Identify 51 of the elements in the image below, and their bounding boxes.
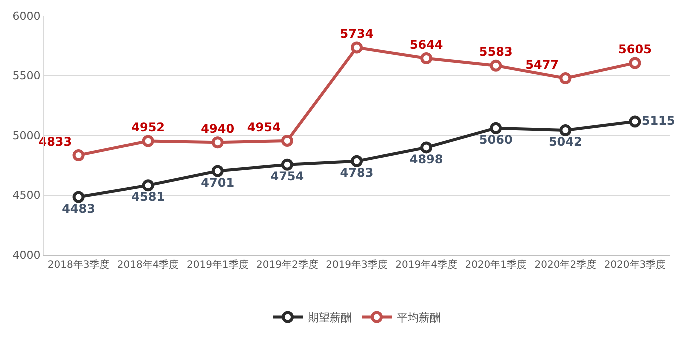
point xyxy=(351,42,363,54)
point xyxy=(629,116,642,128)
data-label: 4898 xyxy=(410,152,444,166)
data-label: 5644 xyxy=(410,38,444,52)
point xyxy=(281,135,294,147)
x-tick-label: 2018年4季度 xyxy=(117,259,180,271)
data-label: 5042 xyxy=(548,135,582,150)
y-tick-label: 6000 xyxy=(12,10,41,23)
point xyxy=(212,165,224,178)
point xyxy=(629,57,642,70)
point xyxy=(420,142,433,154)
point xyxy=(560,124,572,136)
x-tick-label: 2019年1季度 xyxy=(186,259,249,271)
x-tick-label: 2019年2季度 xyxy=(256,259,318,271)
data-label: 5477 xyxy=(526,58,560,72)
data-label: 5605 xyxy=(618,42,652,57)
data-label: 5115 xyxy=(642,114,676,128)
point xyxy=(490,122,502,134)
data-label: 5734 xyxy=(340,27,374,42)
point xyxy=(142,135,154,148)
data-label: 4754 xyxy=(270,170,304,184)
point xyxy=(72,149,85,162)
point xyxy=(212,136,224,149)
x-tick-label: 2019年3季度 xyxy=(326,259,388,271)
x-tick-label: 2019年4季度 xyxy=(396,259,458,271)
x-tick-label: 2020年2季度 xyxy=(534,259,597,271)
point xyxy=(281,158,294,171)
data-label: 4940 xyxy=(201,122,235,136)
data-label: 4783 xyxy=(340,166,374,180)
y-tick-label: 4000 xyxy=(12,248,41,262)
point xyxy=(420,52,433,65)
x-tick-label: 2018年3季度 xyxy=(48,259,110,271)
legend-label: 期望薪酬 xyxy=(308,312,352,325)
y-tick-label: 5500 xyxy=(12,70,41,83)
point xyxy=(560,72,572,84)
data-label: 4483 xyxy=(62,202,96,216)
data-label: 4952 xyxy=(132,120,166,135)
legend-label: 平均薪酬 xyxy=(397,312,441,325)
point xyxy=(142,180,154,192)
x-tick-label: 2020年3季度 xyxy=(604,259,666,271)
point xyxy=(351,155,363,168)
point xyxy=(72,191,85,204)
x-tick-label: 2020年1季度 xyxy=(465,259,528,271)
data-label: 4954 xyxy=(247,120,281,134)
point xyxy=(490,60,502,72)
y-tick-label: 5000 xyxy=(12,129,41,142)
data-label: 5583 xyxy=(479,45,513,60)
data-label: 5060 xyxy=(479,132,513,147)
y-tick-label: 4500 xyxy=(12,189,41,202)
data-label: 4701 xyxy=(201,176,235,190)
data-label: 4581 xyxy=(132,190,166,204)
